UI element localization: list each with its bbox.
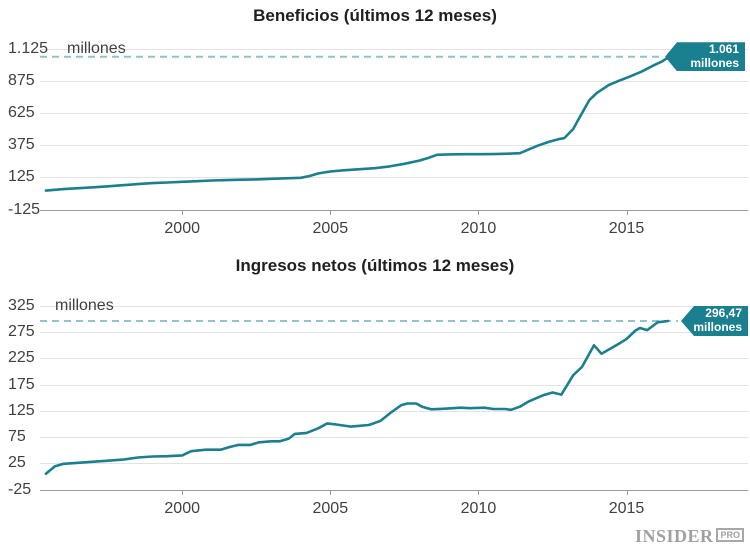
gridline <box>40 112 748 114</box>
x-axis-tick <box>478 489 480 495</box>
y-tick-label: 75 <box>8 428 26 446</box>
gridline <box>40 177 748 179</box>
x-tick-label: 2005 <box>312 500 349 517</box>
y-tick-label: -125 <box>8 200 41 218</box>
x-tick-label: 2000 <box>164 220 200 237</box>
y-axis-unit-label: millones <box>67 39 126 57</box>
logo-pro-badge: PRO <box>716 528 744 542</box>
chart-title-beneficios: Beneficios (últimos 12 meses) <box>253 6 497 25</box>
y-tick-label: 225 <box>8 349 35 367</box>
x-axis-tick <box>330 209 332 215</box>
badge-value-text: 296,47 <box>705 306 742 321</box>
y-tick-label: -25 <box>8 480 32 498</box>
badge-value-text: 1.061 <box>708 42 739 57</box>
x-tick-label: 2015 <box>608 500 645 517</box>
gridline <box>40 48 748 50</box>
x-tick-label: 2005 <box>312 220 349 237</box>
current-value-badge: 1.061 millones <box>665 42 745 72</box>
y-tick-label: 1.125 <box>8 39 49 57</box>
gridline <box>40 145 748 147</box>
x-tick-label: 2010 <box>460 500 497 517</box>
gridline <box>40 437 748 439</box>
y-tick-label: 875 <box>8 71 35 89</box>
x-axis-line <box>40 489 748 491</box>
y-tick-label: 125 <box>8 401 35 419</box>
x-axis-tick <box>478 209 480 215</box>
badge-unit-text: millones <box>693 319 742 334</box>
y-axis-unit-label: millones <box>55 297 114 314</box>
y-tick-label: 275 <box>8 323 35 341</box>
y-tick-label: 25 <box>8 454 26 472</box>
y-tick-label: 125 <box>8 168 35 186</box>
gridline <box>40 410 748 412</box>
x-axis-tick <box>182 209 184 215</box>
gridline <box>40 358 748 360</box>
badge-unit-text: millones <box>690 55 739 70</box>
y-tick-label: 325 <box>8 297 35 314</box>
gridline <box>40 463 748 465</box>
x-axis-tick <box>182 489 184 495</box>
current-value-badge: 296,47 millones <box>681 305 748 336</box>
x-axis-tick <box>626 209 628 215</box>
series-line-ingresos-netos <box>44 319 670 476</box>
gridline <box>40 80 748 82</box>
gridline <box>40 384 748 386</box>
x-axis-line <box>40 209 748 211</box>
logo-brand-text: INSIDER <box>634 526 714 546</box>
chart-title-ingresos-netos: Ingresos netos (últimos 12 meses) <box>235 256 515 275</box>
x-tick-label: 2015 <box>608 220 645 237</box>
x-tick-label: 2010 <box>460 220 497 237</box>
x-axis-tick <box>330 489 332 495</box>
x-tick-label: 2000 <box>164 500 200 517</box>
y-tick-label: 625 <box>8 103 35 121</box>
series-line-beneficios <box>44 55 671 192</box>
insider-pro-logo: INSIDER PRO <box>635 527 744 545</box>
gridline <box>40 332 748 334</box>
gridline <box>40 306 748 307</box>
y-tick-label: 375 <box>8 136 35 154</box>
y-tick-label: 175 <box>8 375 35 393</box>
x-axis-tick <box>626 489 628 495</box>
